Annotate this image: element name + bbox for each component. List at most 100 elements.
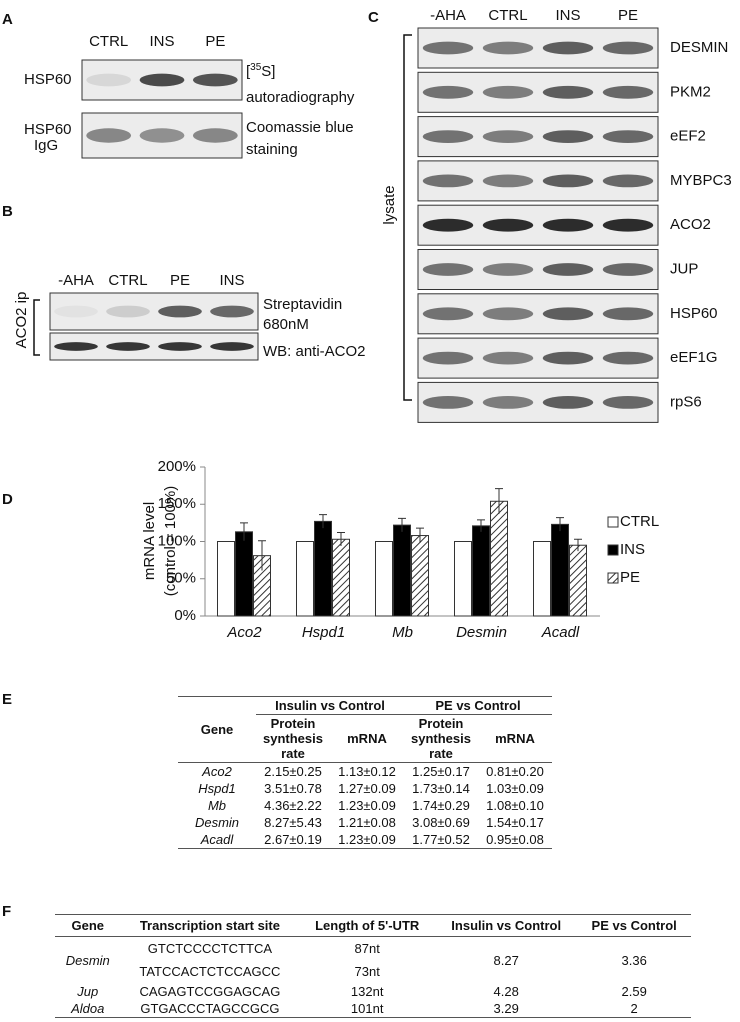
header-cell: Length of 5'-UTR bbox=[299, 914, 436, 937]
band bbox=[106, 342, 150, 351]
band bbox=[482, 174, 534, 188]
lane-label: INS bbox=[555, 7, 580, 24]
header-row: Gene Insulin vs Control PE vs Control bbox=[178, 696, 552, 763]
panel-letter: F bbox=[2, 903, 11, 920]
value-cell: 1.27±0.09 bbox=[338, 781, 396, 796]
band bbox=[482, 41, 534, 55]
value-cell: 2 bbox=[577, 1000, 691, 1018]
band bbox=[602, 174, 654, 188]
lane-label: CTRL bbox=[89, 33, 128, 50]
band bbox=[422, 396, 474, 409]
table-f: Gene Transcription start site Length of 5'… bbox=[55, 914, 691, 1018]
bar bbox=[569, 544, 587, 617]
band bbox=[542, 174, 594, 188]
right-label: [35S] bbox=[246, 62, 275, 80]
band bbox=[54, 342, 98, 351]
group-header: PE vs Control bbox=[404, 696, 552, 715]
value-cell: 1.13±0.12 bbox=[338, 764, 396, 779]
value-cell: 1.21±0.08 bbox=[338, 815, 396, 830]
bar bbox=[332, 538, 350, 617]
group-header: Insulin vs Control bbox=[256, 696, 404, 715]
legend-label: PE bbox=[620, 569, 640, 586]
y-tick-label: 100% bbox=[158, 532, 196, 549]
header-cell: Transcription start site bbox=[120, 914, 300, 937]
error-bar bbox=[398, 517, 406, 532]
bar bbox=[454, 541, 472, 617]
band bbox=[542, 396, 594, 409]
bar bbox=[472, 525, 490, 617]
value-cell: 3.08±0.69 bbox=[412, 815, 470, 830]
header-cell: Gene bbox=[55, 914, 121, 937]
value-cell: 1.08±0.10 bbox=[486, 798, 544, 813]
band bbox=[139, 73, 185, 87]
lane-label: CTRL bbox=[488, 7, 527, 24]
x-tick-label: Aco2 bbox=[226, 624, 262, 641]
lane-label: INS bbox=[149, 33, 174, 50]
band bbox=[86, 128, 132, 143]
site-cell: GTGACCCTAGCCGCG bbox=[120, 1000, 300, 1018]
band bbox=[602, 85, 654, 99]
band bbox=[602, 396, 654, 409]
superscript: 35 bbox=[250, 62, 262, 73]
subheader-cell: mRNA bbox=[330, 714, 404, 763]
band bbox=[542, 263, 594, 276]
right-label: WB: anti-ACO2 bbox=[263, 343, 366, 360]
band bbox=[602, 307, 654, 321]
gene-cell: Mb bbox=[207, 798, 227, 813]
error-bar bbox=[319, 514, 327, 529]
site-cell: TATCCACTCTCCAGCC bbox=[139, 964, 281, 979]
error-bar bbox=[574, 538, 582, 552]
row-label: rpS6 bbox=[670, 393, 702, 410]
subheader-cell: Protein synthesis rate bbox=[404, 714, 478, 763]
data-row: Desmin GTCTCCCCTCTTCA 87nt 8.27 3.36 bbox=[55, 937, 691, 967]
value-cell: 1.77±0.52 bbox=[404, 831, 478, 849]
row-label: JUP bbox=[670, 260, 698, 277]
bar bbox=[411, 535, 429, 617]
gene-cell: Acadl bbox=[178, 831, 256, 849]
row-label: DESMIN bbox=[670, 39, 728, 56]
value-cell: 3.29 bbox=[435, 1000, 578, 1018]
band bbox=[482, 130, 534, 144]
error-bar bbox=[556, 517, 564, 532]
bar bbox=[296, 541, 314, 617]
value-cell: 1.25±0.17 bbox=[412, 764, 470, 779]
band bbox=[158, 342, 202, 351]
right-label: Coomassie blue bbox=[246, 119, 354, 136]
gene-cell: Desmin bbox=[194, 815, 240, 830]
band bbox=[602, 263, 654, 276]
legend-label: INS bbox=[620, 541, 645, 558]
value-cell: 3.51±0.78 bbox=[264, 781, 322, 796]
row-label: HSP60 bbox=[670, 305, 718, 322]
band bbox=[192, 73, 238, 87]
band bbox=[192, 128, 238, 143]
x-tick-label: Desmin bbox=[456, 624, 507, 641]
band bbox=[482, 351, 534, 365]
value-cell: 2.59 bbox=[621, 984, 647, 999]
gene-cell: Jup bbox=[77, 984, 99, 999]
value-cell: 2.15±0.25 bbox=[264, 764, 322, 779]
x-tick-label: Acadl bbox=[541, 624, 580, 641]
length-cell: 73nt bbox=[354, 964, 380, 979]
panel-letter: E bbox=[2, 691, 12, 708]
data-row: Aldoa GTGACCCTAGCCGCG 101nt 3.29 2 bbox=[55, 1000, 691, 1018]
value-cell: 8.27±5.43 bbox=[264, 815, 322, 830]
data-row: Aco2 2.15±0.25 1.13±0.12 1.25±0.17 0.81±0.20 bbox=[178, 763, 552, 781]
legend-swatch bbox=[607, 516, 619, 528]
right-label: staining bbox=[246, 141, 298, 158]
value-cell: 1.54±0.17 bbox=[486, 815, 544, 830]
right-label: autoradiography bbox=[246, 89, 355, 106]
length-cell: 132nt bbox=[350, 984, 384, 999]
side-label: lysate bbox=[381, 185, 398, 224]
band bbox=[542, 351, 594, 365]
y-tick-label: 200% bbox=[158, 458, 196, 475]
panel-letter: B bbox=[2, 203, 13, 220]
isotope: S] bbox=[261, 63, 275, 80]
value-cell: 4.36±2.22 bbox=[264, 798, 322, 813]
bar bbox=[533, 541, 551, 617]
band bbox=[210, 305, 254, 318]
bar bbox=[375, 541, 393, 617]
lane-label: -AHA bbox=[430, 7, 466, 24]
band bbox=[422, 307, 474, 321]
band bbox=[422, 85, 474, 99]
data-row: Jup CAGAGTCCGGAGCAG 132nt 4.28 2.59 bbox=[55, 983, 691, 1000]
